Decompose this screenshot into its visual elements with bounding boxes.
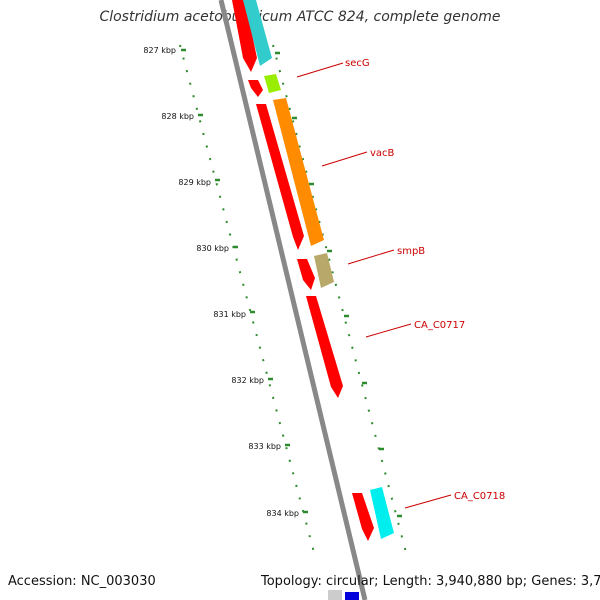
gene-label-ca-c0717: CA_C0717 [414,320,465,331]
cds-feature [328,590,342,600]
outer-tick-rail [272,44,409,561]
inner-tick-rail [179,44,317,561]
cds-feature [232,0,257,72]
cds-feature [352,493,374,541]
gene-label-smpb: smpB [397,246,425,257]
map-title: Clostridium acetobutylicum ATCC 824, com… [99,9,501,25]
cds-feature [345,592,359,600]
cds-feature [306,296,343,398]
cds-feature [370,487,394,539]
tick-label: 834 kbp [266,509,299,518]
accession-text: Accession: NC_003030 [8,574,156,589]
major-ticks-inner [181,48,308,514]
tick-label: 830 kbp [196,244,229,253]
cds-feature [248,80,263,97]
genome-backbone [218,0,368,600]
cds-feature [314,253,334,288]
cds-feature [243,0,272,66]
cds-feature [264,74,281,93]
gene-label-vacb: vacB [370,148,395,159]
label-leaders [296,62,452,509]
tick-label: 828 kbp [161,112,194,121]
gene-label-secg: secG [345,58,370,69]
topology-text: Topology: circular; Length: 3,940,880 bp… [261,574,600,589]
cds-feature [273,98,324,246]
tick-label: 829 kbp [178,178,211,187]
major-ticks-outer [275,51,402,518]
cds-feature [256,104,304,250]
gene-label-ca-c0718: CA_C0718 [454,491,505,502]
tick-label: 832 kbp [231,376,264,385]
tick-label: 827 kbp [143,46,176,55]
tick-label: 831 kbp [213,310,246,319]
cds-feature [297,259,315,290]
tick-label: 833 kbp [248,442,281,451]
